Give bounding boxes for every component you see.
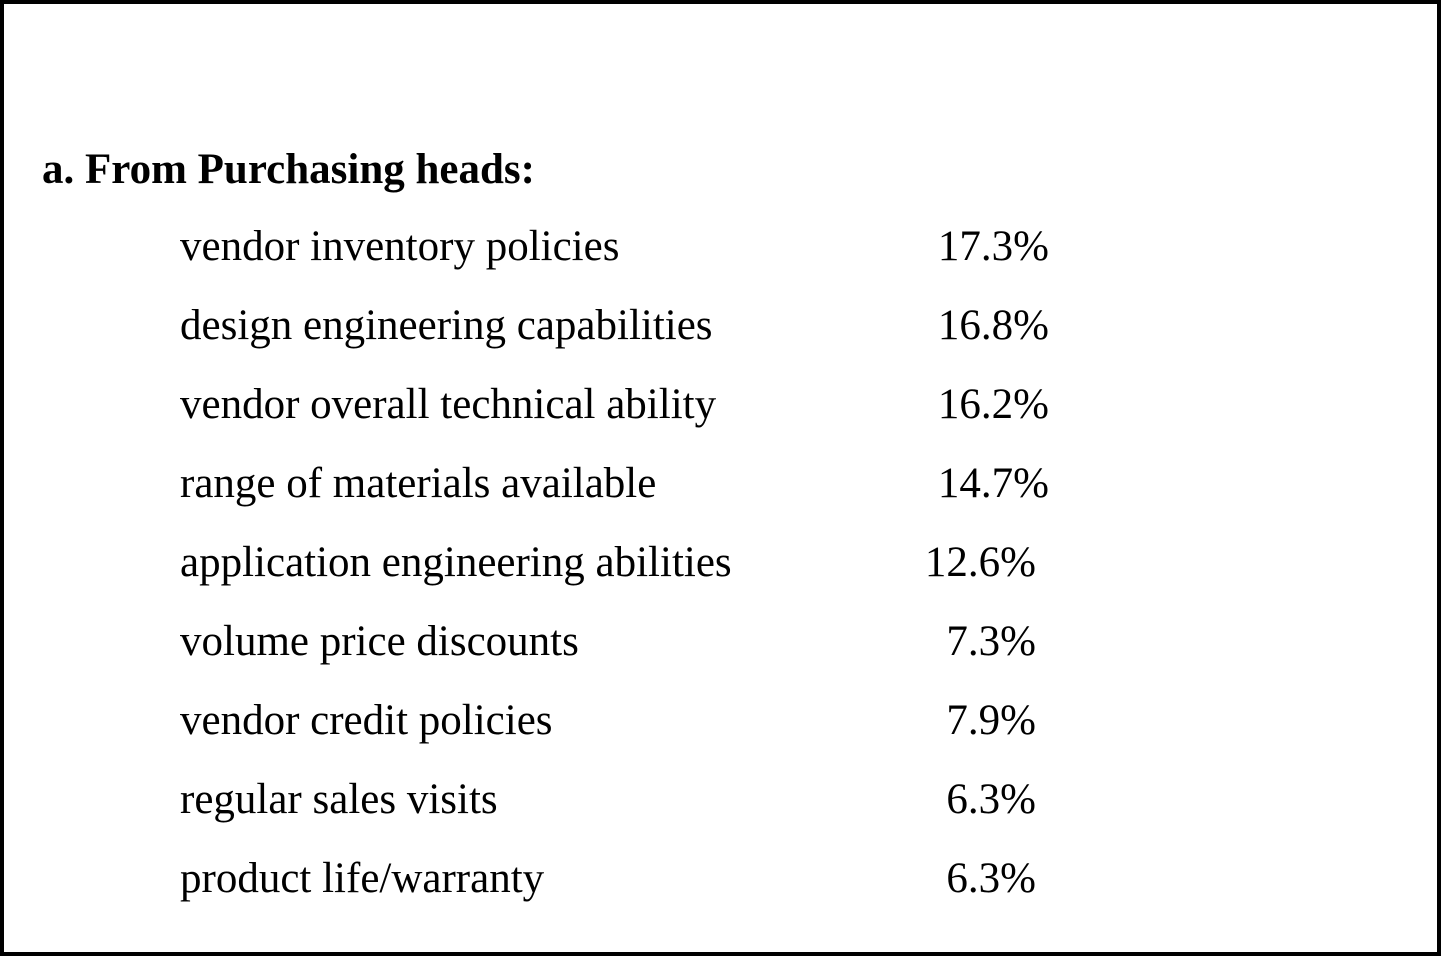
- item-label: vendor overall technical ability: [180, 381, 717, 428]
- list-item: vendor credit policies 7.9%: [4, 695, 1441, 747]
- list-item: regular sales visits 6.3%: [4, 774, 1441, 826]
- item-label: application engineering abilities: [180, 539, 732, 586]
- list-item: vendor inventory policies 17.3%: [4, 221, 1441, 273]
- list-item: product life/warranty 6.3%: [4, 853, 1441, 905]
- list-item: design engineering capabilities 16.8%: [4, 300, 1441, 352]
- item-label: product life/warranty: [180, 855, 545, 902]
- item-percentage: 7.3%: [946, 618, 1036, 665]
- list-item: range of materials available 14.7%: [4, 458, 1441, 510]
- item-percentage: 12.6%: [924, 539, 1036, 586]
- item-label: vendor credit policies: [180, 697, 553, 744]
- item-label: vendor inventory policies: [180, 223, 620, 270]
- item-percentage: 16.2%: [937, 381, 1049, 428]
- list-item: application engineering abilities 12.6%: [4, 537, 1441, 589]
- item-percentage: 14.7%: [937, 460, 1049, 507]
- item-percentage: 7.9%: [946, 697, 1036, 744]
- list-item: volume price discounts 7.3%: [4, 616, 1441, 668]
- item-label: regular sales visits: [180, 776, 498, 823]
- item-percentage: 6.3%: [946, 776, 1036, 823]
- item-percentage: 6.3%: [946, 855, 1036, 902]
- item-percentage: 16.8%: [937, 302, 1049, 349]
- item-percentage: 17.3%: [937, 223, 1049, 270]
- section-heading: a. From Purchasing heads:: [42, 146, 535, 193]
- item-label: range of materials available: [180, 460, 657, 507]
- item-label: design engineering capabilities: [180, 302, 713, 349]
- list-item: vendor overall technical ability 16.2%: [4, 379, 1441, 431]
- item-label: volume price discounts: [180, 618, 579, 665]
